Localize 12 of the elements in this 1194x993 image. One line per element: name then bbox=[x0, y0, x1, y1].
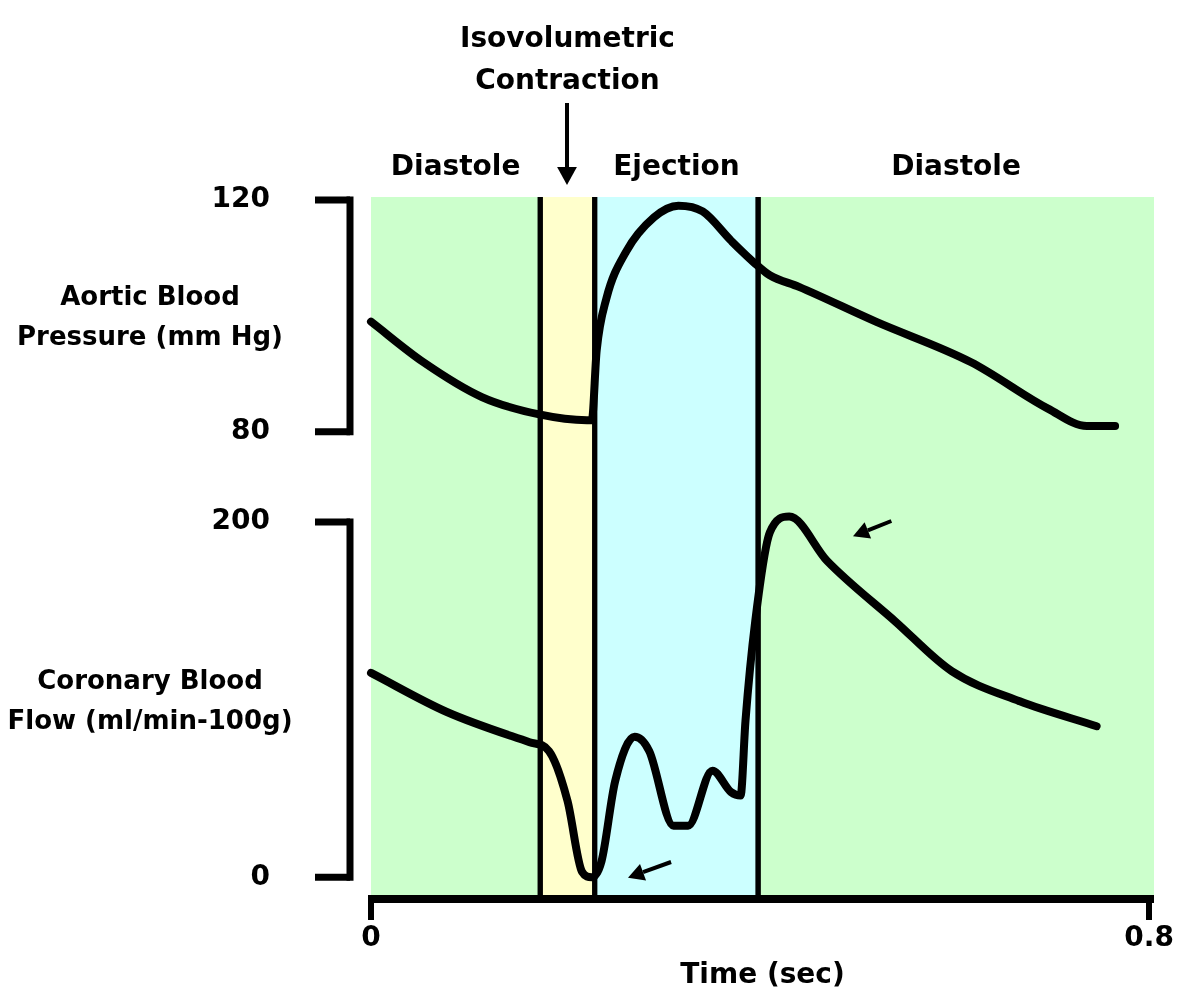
y-tick-label: 200 bbox=[211, 503, 270, 537]
band-label: Ejection bbox=[613, 149, 740, 182]
band-label: Diastole bbox=[891, 149, 1021, 182]
x-axis-title: Time (sec) bbox=[680, 957, 845, 991]
y-tick-label: 120 bbox=[211, 181, 270, 215]
y-tick-label: 80 bbox=[231, 413, 270, 447]
band-label: Diastole bbox=[390, 149, 521, 182]
y-axis-title: Coronary Blood Flow (ml/min-100g) bbox=[6, 663, 294, 737]
y-axis-title: Aortic Blood Pressure (mm Hg) bbox=[16, 279, 284, 353]
text: Isovolumetric Contraction bbox=[460, 21, 675, 96]
y-tick-label: 0 bbox=[250, 858, 270, 892]
x-tick-label: 0.8 bbox=[1124, 920, 1174, 954]
